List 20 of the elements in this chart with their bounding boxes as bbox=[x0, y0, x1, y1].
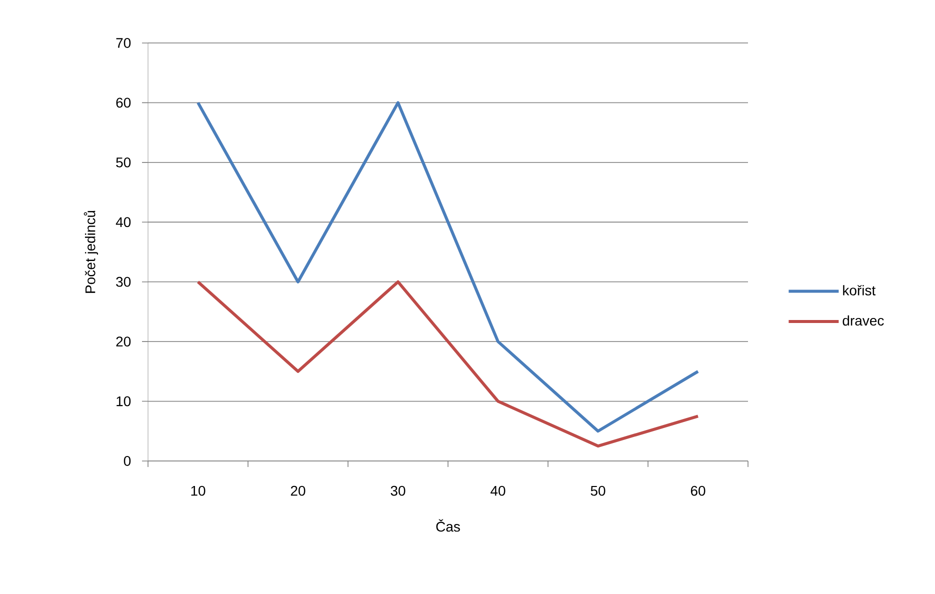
y-tick-label: 20 bbox=[116, 336, 131, 347]
x-tick-label: 30 bbox=[390, 486, 406, 496]
x-tick-label: 60 bbox=[690, 486, 706, 496]
y-tick-label: 30 bbox=[116, 276, 131, 287]
x-tick-label: 20 bbox=[290, 486, 306, 496]
line-series bbox=[196, 101, 700, 433]
y-tick-label: 0 bbox=[124, 456, 131, 466]
y-axis-title: Počet jedinců bbox=[84, 210, 98, 293]
y-tick-label: 60 bbox=[116, 98, 131, 108]
line-series bbox=[196, 280, 700, 448]
x-tick-label: 40 bbox=[490, 486, 506, 496]
legend-label: kořist bbox=[843, 285, 876, 296]
x-tick-label: 50 bbox=[590, 486, 606, 496]
x-axis-title: Čas bbox=[436, 519, 460, 532]
y-tick-label: 10 bbox=[116, 396, 131, 406]
y-tick-label: 50 bbox=[116, 157, 131, 168]
y-tick-label: 70 bbox=[116, 38, 131, 48]
legend-label: dravec bbox=[842, 315, 884, 326]
y-tick-label: 40 bbox=[116, 217, 131, 228]
x-tick-label: 10 bbox=[191, 486, 206, 496]
